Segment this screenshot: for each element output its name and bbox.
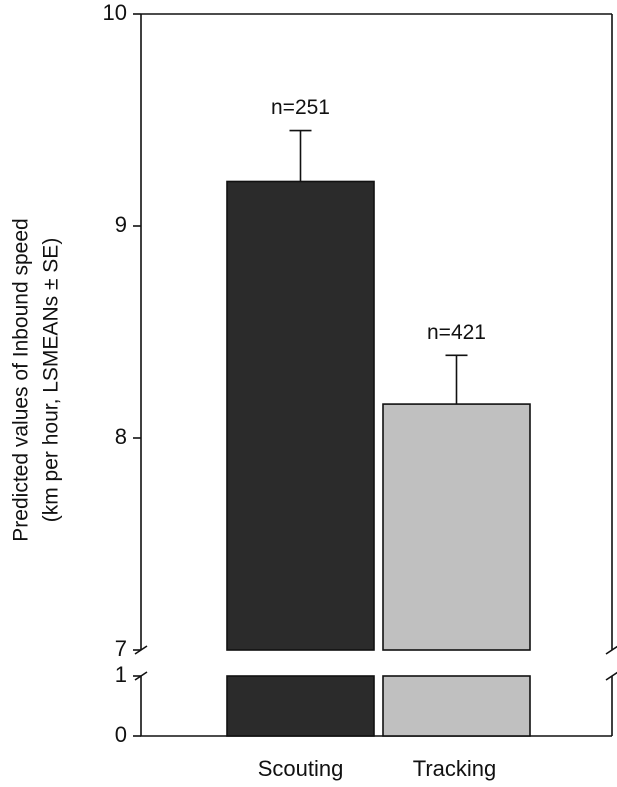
annotation: n=251 xyxy=(271,96,330,119)
y-axis-label: Predicted values of Inbound speed xyxy=(10,218,33,541)
frame xyxy=(134,13,617,737)
y-axis-label: (km per hour, LSMEANs ± SE) xyxy=(40,238,63,523)
bar-lower xyxy=(226,675,375,737)
annotation: n=421 xyxy=(427,321,486,344)
bar xyxy=(226,180,375,651)
y-tick-label: 8 xyxy=(115,424,127,449)
y-tick-label: 9 xyxy=(115,212,127,237)
y-tick-label: 7 xyxy=(115,636,127,661)
error-bar xyxy=(445,354,468,405)
x-tick-label: Scouting xyxy=(258,756,344,781)
x-tick-label: Tracking xyxy=(413,756,497,781)
y-tick-label: 0 xyxy=(115,722,127,747)
axis-break xyxy=(134,645,617,681)
y-tick-label: 10 xyxy=(103,0,127,25)
axes-frame xyxy=(140,13,613,737)
bar xyxy=(382,403,531,651)
error-bar xyxy=(289,129,312,182)
y-tick-label: 1 xyxy=(115,662,127,687)
bar-lower xyxy=(382,675,531,737)
